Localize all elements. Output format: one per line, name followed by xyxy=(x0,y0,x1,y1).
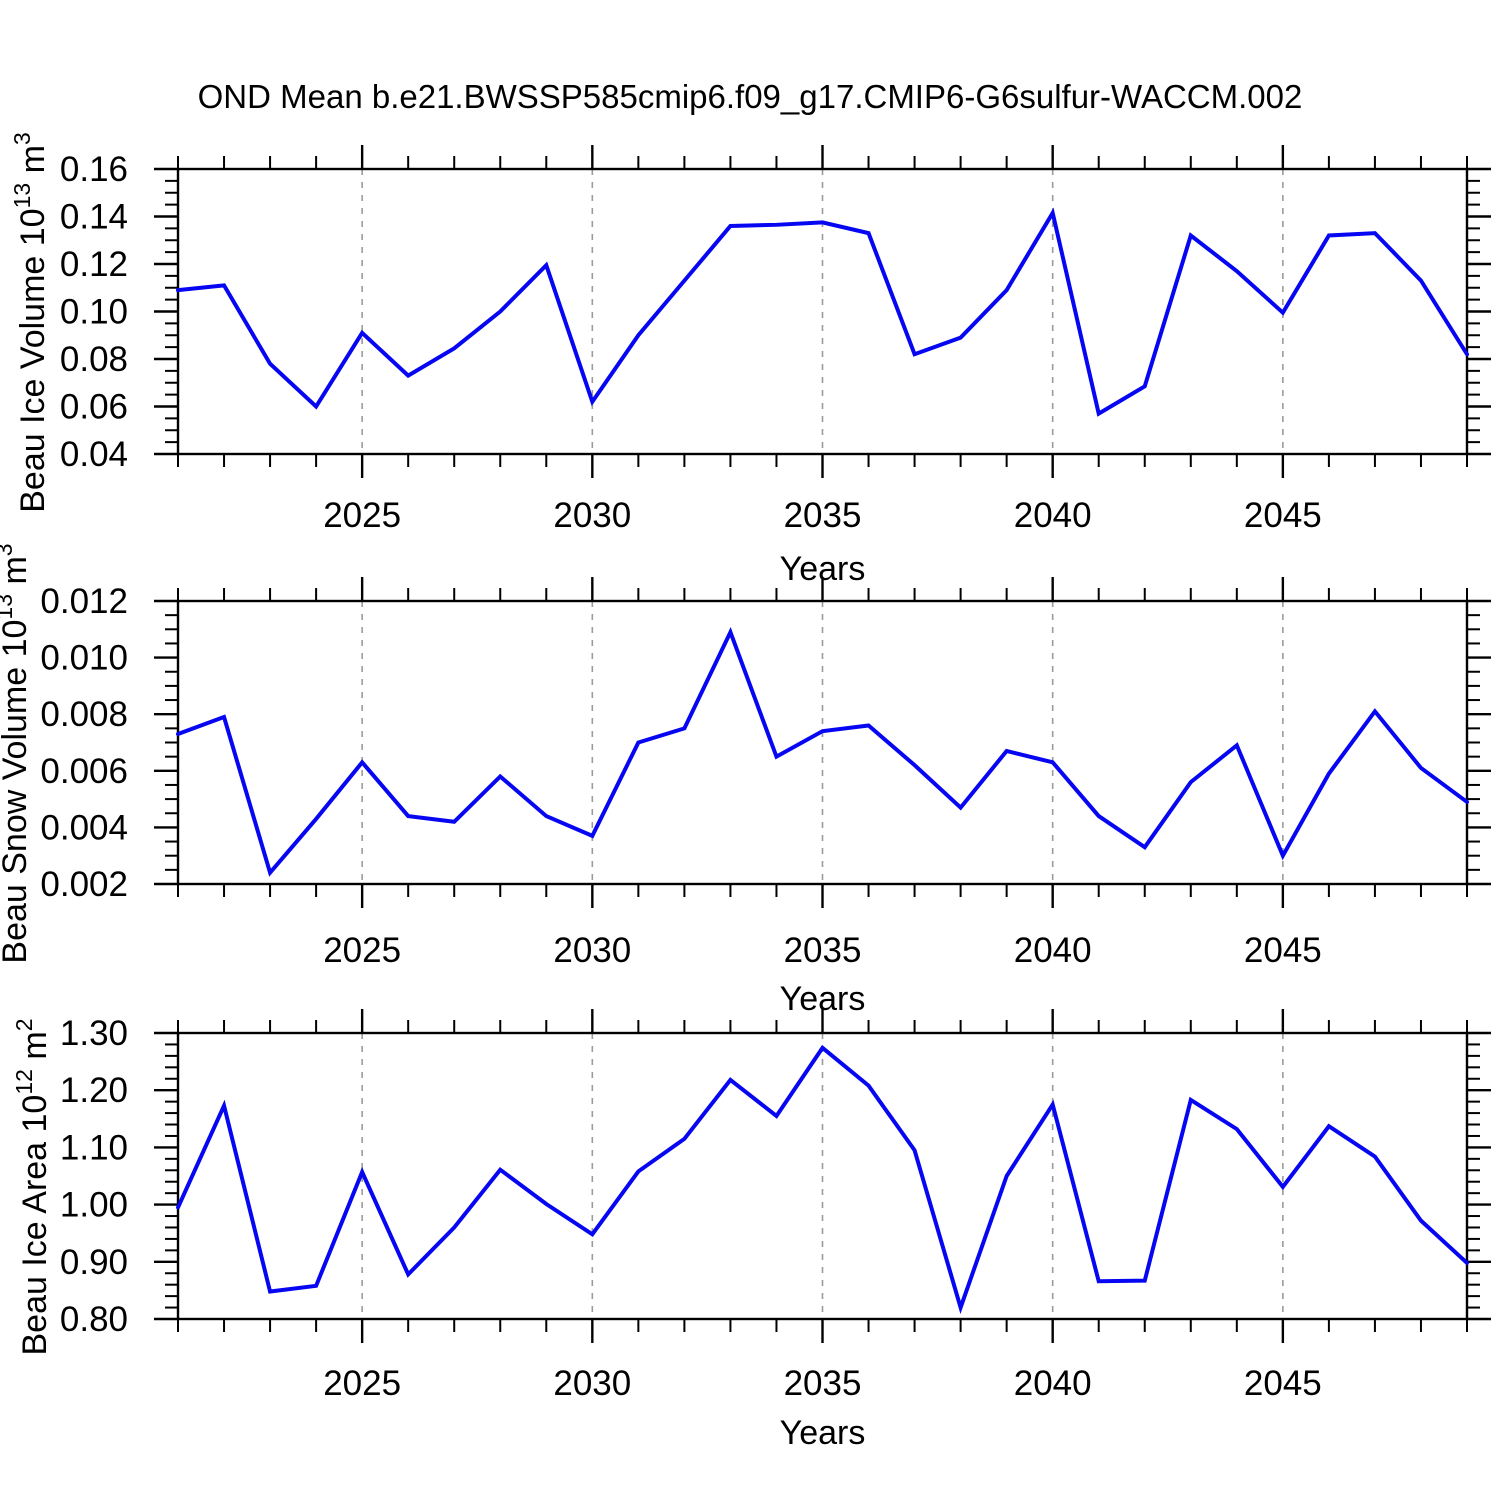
y-tick-label: 0.08 xyxy=(60,340,128,379)
y-tick-label: 0.90 xyxy=(60,1243,128,1282)
beau-ice-area-line xyxy=(176,1044,1469,1315)
x-tick-label: 2030 xyxy=(553,1364,631,1403)
x-tick-label: 2040 xyxy=(1014,1364,1092,1403)
x-tick-label: 2035 xyxy=(784,496,862,535)
x-tick-label: 2025 xyxy=(323,931,401,970)
x-tick-label: 2030 xyxy=(553,931,631,970)
plot-box xyxy=(176,1031,1469,1321)
beau-ice-volume-panel: 2025 2030 2035 2040 2045 0.04 0.06 0.08 0.10 0.12… xyxy=(9,132,1491,588)
x-axis-title: Years xyxy=(780,1414,866,1452)
plot-box xyxy=(176,599,1469,886)
y-tick-label: 1.00 xyxy=(60,1186,128,1225)
plot-box xyxy=(176,167,1469,456)
y-tick-label: 0.14 xyxy=(60,198,128,237)
x-tick-label: 2035 xyxy=(784,931,862,970)
y-tick-label: 0.012 xyxy=(40,582,128,621)
y-tick-label: 0.008 xyxy=(40,695,128,734)
y-tick-label: 1.10 xyxy=(60,1128,128,1167)
x-tick-label: 2040 xyxy=(1014,496,1092,535)
x-tick-label: 2040 xyxy=(1014,931,1092,970)
y-tick-label: 1.20 xyxy=(60,1071,128,1110)
y-axis-title: Beau Snow Volume 1013 m3 xyxy=(0,543,34,963)
y-axis-title: Beau Ice Area 1012 m2 xyxy=(11,1018,54,1355)
beau-snow-volume-line xyxy=(176,627,1469,877)
y-tick-label: 0.006 xyxy=(40,752,128,791)
y-tick-label: 0.06 xyxy=(60,388,128,427)
y-tick-label: 0.010 xyxy=(40,639,128,678)
y-axis-title: Beau Ice Volume 1013 m3 xyxy=(9,132,52,513)
beau-ice-area-panel: 2025 2030 2035 2040 2045 0.80 0.90 1.00 1.10 1.20… xyxy=(11,1009,1491,1452)
y-tick-label: 0.002 xyxy=(40,865,128,904)
x-tick-label: 2025 xyxy=(323,496,401,535)
beau-snow-volume-panel: 2025 2030 2035 2040 2045 0.002 0.004 0.006 0.008… xyxy=(0,543,1491,1018)
y-tick-label: 0.04 xyxy=(60,435,128,474)
y-tick-label: 0.80 xyxy=(60,1300,128,1339)
y-tick-label: 0.004 xyxy=(40,808,128,847)
figure-title: OND Mean b.e21.BWSSP585cmip6.f09_g17.CMI… xyxy=(197,78,1303,115)
y-tick-label: 0.10 xyxy=(60,293,128,332)
y-tick-label: 0.16 xyxy=(60,150,128,189)
x-tick-label: 2045 xyxy=(1244,496,1322,535)
x-tick-label: 2025 xyxy=(323,1364,401,1403)
x-tick-label: 2035 xyxy=(784,1364,862,1403)
x-tick-label: 2030 xyxy=(553,496,631,535)
y-tick-label: 0.12 xyxy=(60,245,128,284)
y-tick-label: 1.30 xyxy=(60,1014,128,1053)
beau-ice-volume-line xyxy=(176,207,1469,417)
x-tick-label: 2045 xyxy=(1244,1364,1322,1403)
x-tick-label: 2045 xyxy=(1244,931,1322,970)
